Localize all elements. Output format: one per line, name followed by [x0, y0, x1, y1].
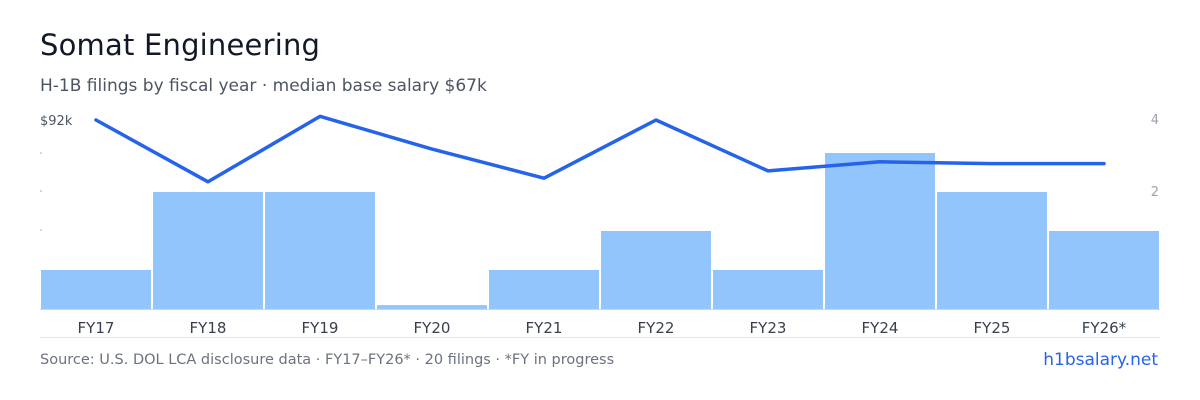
- bar-fy17: [41, 270, 151, 309]
- salary-line: [94, 114, 1106, 184]
- bar-fy23: [713, 270, 823, 309]
- chart-subtitle: H-1B filings by fiscal year · median bas…: [40, 76, 487, 96]
- bar-fy24: [825, 153, 935, 309]
- x-tick-label: FY17: [78, 319, 115, 337]
- left-axis-tick: [40, 152, 42, 154]
- left-axis-tick: [40, 229, 42, 231]
- x-tick-label: FY24: [862, 319, 899, 337]
- chart-title: Somat Engineering: [40, 28, 321, 62]
- x-tick-label: FY26*: [1082, 319, 1127, 337]
- bar-fy26: [1049, 231, 1159, 309]
- x-tick-label: FY19: [302, 319, 339, 337]
- bar-fy21: [489, 270, 599, 309]
- left-axis-tick: [40, 190, 42, 192]
- left-axis-top-label: $92k: [40, 114, 73, 129]
- x-tick-label: FY25: [974, 319, 1011, 337]
- bar-fy22: [601, 231, 711, 309]
- bar-series: [41, 153, 1159, 309]
- bar-fy19: [265, 192, 375, 309]
- x-tick-label: FY21: [526, 319, 563, 337]
- brand-link[interactable]: h1bsalary.net: [1043, 350, 1158, 370]
- bar-fy20: [377, 305, 487, 309]
- bar-fy18: [153, 192, 263, 309]
- x-tick-label: FY20: [414, 319, 451, 337]
- line-series: [94, 114, 1106, 184]
- source-note: Source: U.S. DOL LCA disclosure data · F…: [40, 352, 615, 368]
- bar-fy25: [937, 192, 1047, 309]
- x-tick-label: FY23: [750, 319, 787, 337]
- x-tick-label: FY18: [190, 319, 227, 337]
- right-axis-tick-label: 4: [1151, 113, 1159, 128]
- right-axis-tick-label: 2: [1151, 185, 1159, 200]
- chart-axes: FY17 FY18 FY19 FY20 FY21 FY22 FY23 FY24 FY25 FY26…: [40, 113, 1160, 338]
- x-tick-label: FY22: [638, 319, 675, 337]
